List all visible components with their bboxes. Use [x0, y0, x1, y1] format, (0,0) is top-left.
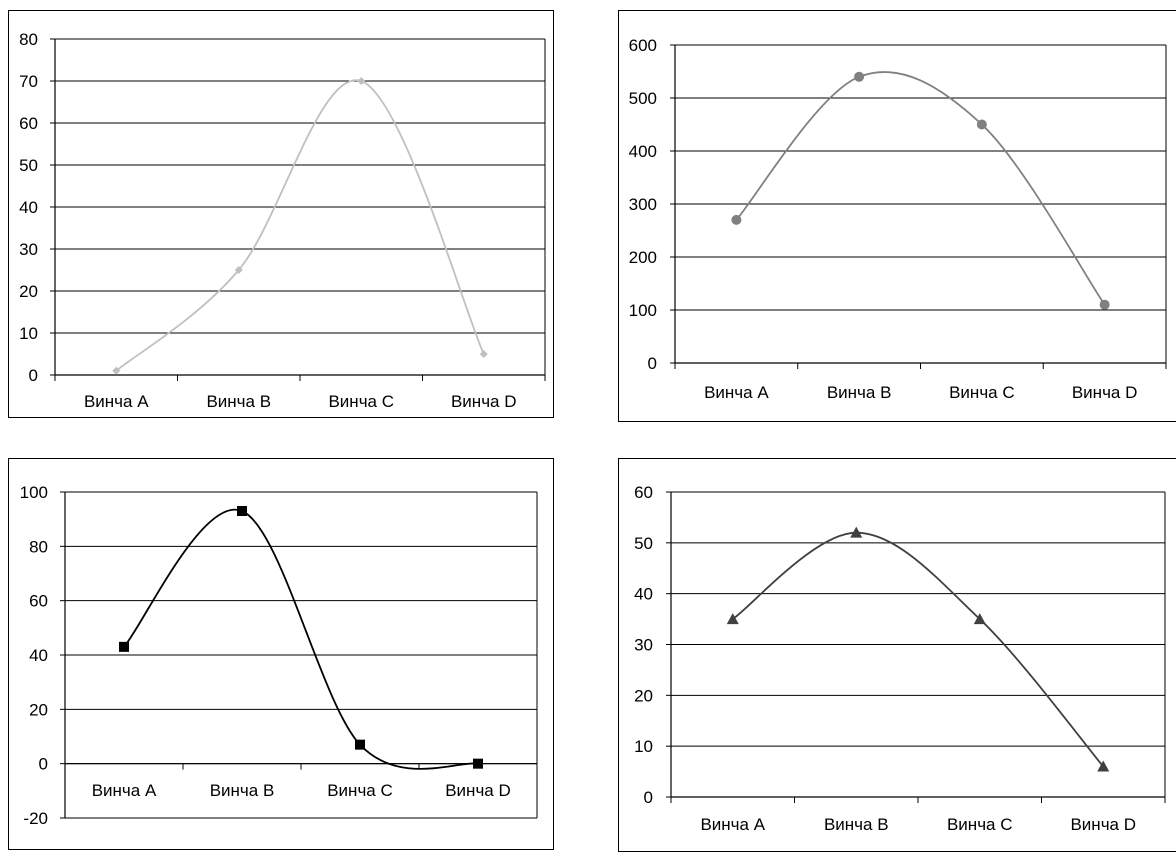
y-tick-label: 400	[629, 142, 657, 161]
x-tick-label: Винча B	[206, 392, 271, 411]
y-tick-label: 60	[19, 114, 38, 133]
data-point	[726, 613, 739, 625]
y-tick-label: 0	[648, 354, 657, 373]
y-tick-label: -20	[23, 809, 48, 828]
y-tick-label: 40	[634, 585, 653, 604]
chart-top-left	[8, 10, 554, 418]
series-line	[735, 71, 1106, 306]
chart-4: 0 10 20 30 40 50 60 Винча A Винча B Винча C Винча …	[634, 483, 1166, 834]
y-tick-label: 20	[29, 700, 48, 719]
x-tick-label: Винча B	[210, 781, 275, 800]
y-tick-label: 20	[19, 282, 38, 301]
y-tick-label: 60	[634, 483, 653, 502]
chart-bottom-left	[8, 458, 554, 850]
data-point	[357, 77, 366, 85]
y-tick-label: 200	[629, 248, 657, 267]
chart-2: 0 100 200 300 400 500 600 Винча A Винча B Винча C…	[629, 36, 1167, 402]
y-tick-label: 50	[19, 156, 38, 175]
y-tick-label: 0	[644, 788, 653, 807]
data-point	[854, 71, 865, 82]
data-point	[355, 739, 365, 750]
chart-3: -20 0 20 40 60 80 100 Винча A Винча B Винча C Винч…	[20, 483, 538, 828]
x-tick-label: Винча A	[700, 815, 765, 834]
x-tick-label: Винча C	[947, 815, 1013, 834]
x-tick-label: Винча A	[84, 392, 149, 411]
y-tick-label: 100	[629, 301, 657, 320]
y-tick-label: 70	[19, 72, 38, 91]
y-tick-label: 40	[29, 646, 48, 665]
x-tick-label: Винча C	[949, 383, 1015, 402]
x-tick-label: Винча D	[451, 392, 517, 411]
y-tick-label: 0	[29, 366, 38, 385]
y-tick-label: 100	[20, 483, 48, 502]
y-tick-label: 40	[19, 198, 38, 217]
data-point	[973, 613, 986, 625]
y-tick-label: 60	[29, 592, 48, 611]
y-tick-label: 80	[29, 537, 48, 556]
chart-bottom-right	[618, 458, 1176, 852]
chart-1: 0 10 20 30 40 50 60 70 80 Винча A Винча B Винча C Ви…	[19, 30, 546, 411]
series-line	[123, 508, 479, 770]
x-tick-label: Винча A	[92, 781, 157, 800]
data-point	[112, 366, 121, 375]
data-point	[731, 214, 742, 225]
data-point	[850, 526, 863, 538]
series-line	[115, 79, 485, 372]
series-line	[732, 531, 1104, 768]
x-tick-label: Винча D	[1072, 383, 1138, 402]
data-point	[237, 506, 247, 517]
y-tick-label: 600	[629, 36, 657, 55]
data-point	[473, 758, 483, 769]
data-point	[1097, 760, 1110, 772]
y-tick-label: 80	[19, 30, 38, 49]
x-tick-label: Винча C	[328, 392, 394, 411]
y-tick-label: 20	[634, 686, 653, 705]
y-tick-label: 30	[19, 240, 38, 259]
data-point	[234, 266, 243, 274]
y-tick-label: 0	[39, 755, 48, 774]
y-tick-label: 30	[634, 636, 653, 655]
data-point	[976, 119, 987, 130]
y-tick-label: 500	[629, 89, 657, 108]
y-tick-label: 10	[634, 737, 653, 756]
x-tick-label: Винча B	[824, 815, 889, 834]
x-tick-label: Винча B	[827, 383, 892, 402]
y-tick-label: 50	[634, 534, 653, 553]
x-tick-label: Винча D	[445, 781, 511, 800]
y-tick-label: 300	[629, 195, 657, 214]
data-point	[119, 641, 129, 652]
x-tick-label: Винча C	[327, 781, 393, 800]
data-point	[479, 350, 488, 358]
y-tick-label: 10	[19, 324, 38, 343]
data-point	[1099, 299, 1110, 310]
chart-top-right	[618, 10, 1176, 422]
x-tick-label: Винча D	[1070, 815, 1136, 834]
x-tick-label: Винча A	[704, 383, 769, 402]
